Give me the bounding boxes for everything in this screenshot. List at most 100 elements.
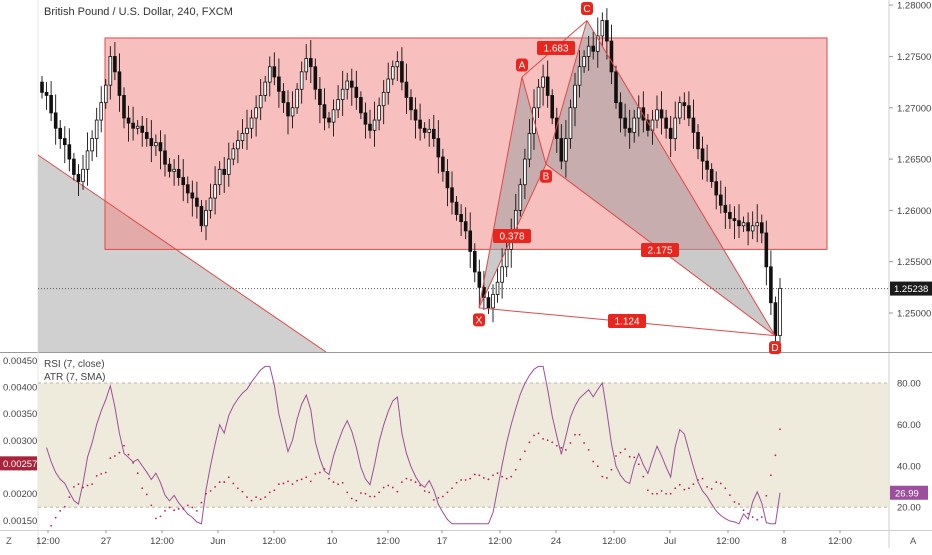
candle-down	[400, 61, 404, 83]
candle-up	[345, 80, 350, 90]
candle-up	[386, 78, 391, 93]
atr-dot	[91, 483, 94, 486]
candle-down	[354, 86, 359, 98]
candle-down	[281, 90, 286, 104]
candle-down	[76, 174, 81, 183]
price-tick-label: 1.27500	[897, 52, 931, 63]
pattern-point-badge	[473, 313, 485, 327]
atr-dot	[728, 494, 731, 497]
candle-up	[336, 99, 340, 111]
rsi-pane: 20.00 40.00 60.00 80.00 0.00150 0.00200 0.0025…	[0, 356, 928, 527]
candle-up	[81, 168, 85, 183]
candle-down	[746, 222, 750, 232]
atr-dot	[710, 488, 713, 490]
candle-down	[272, 66, 277, 78]
atr-dot	[164, 509, 166, 512]
atr-dot	[651, 492, 654, 495]
atr-dot	[373, 495, 376, 498]
atr-dot	[665, 492, 668, 495]
atr-dot	[715, 481, 718, 483]
rsi-tick-label: 40.00	[897, 461, 921, 472]
atr-dot	[742, 509, 745, 512]
atr-legend-label[interactable]: ATR (7, SMA)	[44, 372, 106, 383]
atr-dot	[410, 479, 412, 481]
atr-dot	[451, 487, 453, 490]
candle-down	[773, 302, 778, 336]
price-axis[interactable]: 1.25000 1.25500 1.26000 1.26500 1.27000 1.275…	[889, 1, 932, 320]
candle-down	[72, 158, 76, 175]
candle-down	[459, 214, 463, 223]
atr-dot	[132, 461, 135, 464]
candle-up	[254, 107, 258, 119]
atr-dot	[104, 471, 107, 474]
candle-up	[299, 71, 304, 90]
atr-tick-label: 0.00150	[3, 516, 37, 527]
atr-dot	[341, 481, 344, 484]
rsi-legend-label[interactable]: RSI (7, close)	[44, 359, 105, 370]
candle-up	[204, 209, 208, 227]
atr-dot	[159, 515, 162, 518]
atr-dot	[296, 479, 299, 482]
candle-up	[582, 56, 586, 68]
time-axis[interactable]: 12:00 27 12:00 Jun 12:00 10 12:00 17 12:00 24 12:0…	[6, 530, 917, 547]
atr-dot	[123, 444, 125, 447]
candle-up	[172, 168, 176, 172]
atr-dot	[273, 489, 276, 492]
candle-down	[422, 127, 427, 133]
atr-dot	[528, 441, 531, 444]
atr-dot	[287, 480, 289, 483]
candle-up	[94, 119, 99, 139]
atr-dot	[246, 496, 248, 499]
candle-up	[755, 222, 760, 227]
atr-dot	[300, 478, 303, 481]
atr-dot	[391, 486, 394, 489]
candle-up	[381, 91, 386, 107]
candle-down	[67, 144, 72, 160]
time-tick-label: 24	[551, 536, 562, 547]
candle-down	[723, 204, 728, 213]
atr-dot	[236, 487, 239, 490]
atr-dot	[569, 442, 572, 444]
atr-dot	[318, 471, 321, 474]
candle-up	[90, 138, 94, 152]
atr-dot	[615, 455, 617, 457]
candle-up	[377, 105, 381, 121]
candle-down	[477, 271, 482, 288]
candle-down	[431, 128, 436, 139]
pattern-leg	[521, 76, 547, 165]
candle-down	[691, 117, 696, 133]
rsi-tick-label: 80.00	[897, 378, 921, 389]
candle-down	[185, 184, 190, 194]
candle-down	[113, 56, 117, 73]
candle-up	[258, 95, 263, 109]
candle-down	[163, 150, 167, 165]
atr-dot	[542, 437, 545, 440]
candle-down	[322, 104, 327, 119]
candle-up	[595, 35, 600, 52]
atr-dot	[624, 448, 627, 451]
candle-up	[103, 84, 108, 104]
wedge-line	[37, 154, 327, 353]
pattern-leg	[586, 20, 776, 336]
candle-down	[728, 212, 732, 219]
candle-down	[418, 119, 422, 129]
candle-up	[504, 248, 509, 268]
pattern-ratio-label: 0.378	[499, 232, 524, 243]
atr-dot	[747, 512, 750, 515]
atr-dot	[268, 491, 271, 494]
candle-down	[158, 142, 163, 152]
atr-dot	[642, 475, 645, 478]
atr-dot	[633, 456, 636, 459]
time-tick-label: 12:00	[602, 536, 626, 547]
candle-up	[208, 197, 213, 211]
candles	[40, 8, 782, 350]
atr-dot	[610, 468, 613, 471]
pattern-ratio-badge	[608, 314, 646, 328]
candle-up	[108, 56, 113, 86]
candle-down	[404, 81, 409, 98]
atr-dot	[678, 483, 681, 486]
candle-down	[441, 156, 445, 172]
pattern-overlay: X A B C D 0.378 1.683 2.175 1.124	[473, 2, 781, 355]
atr-dot	[405, 477, 408, 480]
